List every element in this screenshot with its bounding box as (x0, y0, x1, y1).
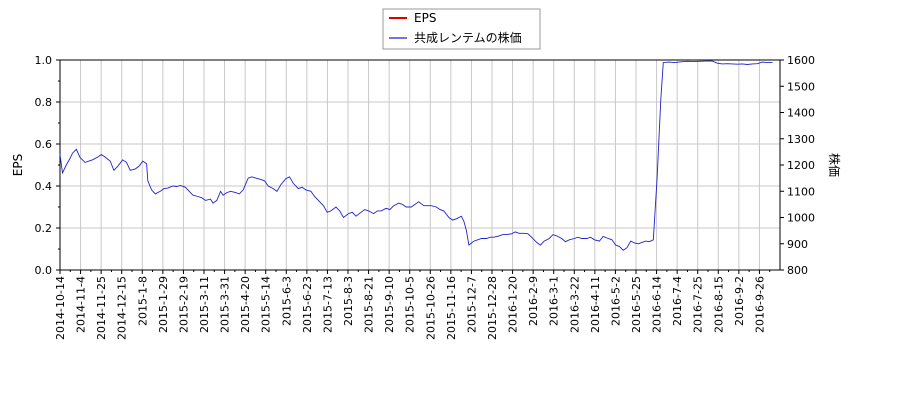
right-axis: 800 900 1000 1100 1200 1300 1400 1500 1600 (780, 54, 815, 277)
left-tick-label: 0.4 (35, 180, 53, 193)
x-tick-label: 2016-4-11 (589, 276, 602, 333)
left-tick-label: 0.0 (35, 264, 53, 277)
grid (59, 59, 780, 271)
x-tick-label: 2015-12-7 (465, 276, 478, 333)
right-tick-label: 1000 (787, 212, 815, 225)
x-tick-label: 2015-9-10 (383, 276, 396, 333)
right-tick-label: 1400 (787, 107, 815, 120)
plot-frame (59, 59, 781, 271)
x-tick-label: 2014-12-15 (116, 276, 129, 340)
x-tick-label: 2015-8-21 (363, 276, 376, 333)
x-tick-label: 2016-3-22 (568, 276, 581, 333)
x-tick-label: 2015-1-8 (136, 276, 149, 326)
x-tick-label: 2016-5-25 (630, 276, 643, 333)
x-tick-label: 2016-7-25 (692, 276, 705, 333)
x-tick-label: 2016-5-2 (609, 276, 622, 326)
x-tick-label: 2016-1-20 (507, 276, 520, 333)
x-tick-label: 2016-2-9 (527, 276, 540, 326)
right-tick-label: 1200 (787, 159, 815, 172)
x-tick-label: 2015-1-29 (157, 276, 170, 333)
x-tick-label: 2015-10-26 (424, 276, 437, 340)
x-tick-label: 2015-2-19 (177, 276, 190, 333)
x-tick-label: 2015-6-3 (280, 276, 293, 326)
series-layer (59, 60, 773, 251)
right-tick-label: 800 (787, 264, 808, 277)
x-tick-label: 2016-6-14 (651, 276, 664, 333)
x-tick-label: 2015-3-31 (219, 276, 232, 333)
left-tick-label: 0.6 (35, 138, 53, 151)
x-tick-label: 2016-7-4 (671, 276, 684, 326)
right-tick-label: 1300 (787, 133, 815, 146)
legend-label-price: 共成レンテムの株価 (414, 30, 522, 45)
right-tick-label: 900 (787, 238, 808, 251)
legend-box (382, 8, 541, 50)
left-axis: 0.0 0.2 0.4 0.6 0.8 1.0 (35, 54, 60, 277)
x-tick-label: 2014-11-4 (75, 276, 88, 333)
series-line-price (59, 60, 773, 251)
x-tick-label: 2015-3-11 (198, 276, 211, 333)
x-tick-label: 2016-8-15 (712, 276, 725, 333)
x-tick-label: 2015-11-16 (445, 276, 458, 340)
x-axis: 2014-10-14 2014-11-4 2014-11-25 2014-12-15 2… (54, 270, 771, 340)
x-tick-label: 2015-4-20 (239, 276, 252, 333)
x-tick-label: 2015-7-13 (321, 276, 334, 333)
left-tick-label: 0.8 (35, 96, 53, 109)
x-tick-label: 2015-12-28 (486, 276, 499, 340)
legend-label-eps: EPS (414, 11, 436, 25)
x-tick-label: 2016-9-2 (733, 276, 746, 326)
x-tick-label: 2015-10-5 (404, 276, 417, 333)
right-tick-label: 1500 (787, 80, 815, 93)
x-tick-label: 2014-10-14 (54, 276, 67, 340)
left-tick-label: 1.0 (35, 54, 53, 67)
left-axis-title: EPS (11, 154, 25, 176)
x-tick-label: 2016-9-26 (753, 276, 766, 333)
x-tick-label: 2015-6-23 (301, 276, 314, 333)
right-axis-title: 株価 (827, 153, 842, 177)
x-tick-label: 2014-11-25 (95, 276, 108, 340)
x-tick-label: 2016-3-1 (548, 276, 561, 326)
right-tick-label: 1100 (787, 185, 815, 198)
left-tick-label: 0.2 (35, 222, 53, 235)
legend: EPS 共成レンテムの株価 (382, 8, 541, 50)
x-tick-label: 2015-5-14 (260, 276, 273, 333)
x-tick-label: 2015-8-3 (342, 276, 355, 326)
right-tick-label: 1600 (787, 54, 815, 67)
